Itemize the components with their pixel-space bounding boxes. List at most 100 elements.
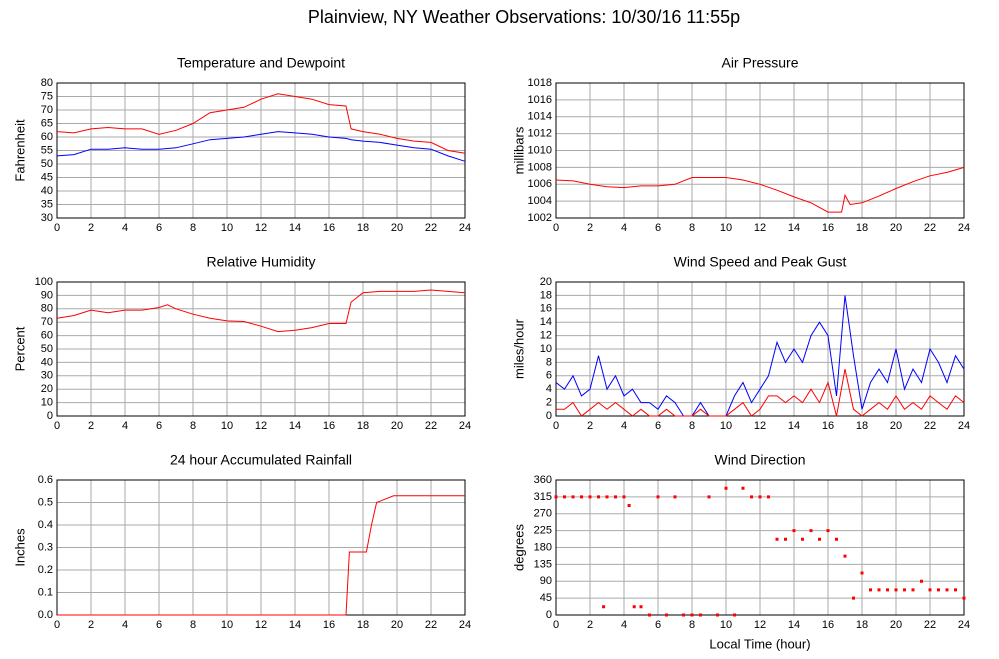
data-line bbox=[57, 495, 465, 616]
y-tick-label: 65 bbox=[41, 117, 53, 129]
y-tick-label: 80 bbox=[41, 303, 53, 315]
x-tick-label: 6 bbox=[655, 619, 661, 631]
x-tick-label: 6 bbox=[156, 420, 162, 432]
x-tick-label: 18 bbox=[856, 222, 868, 234]
y-tick-label: 1002 bbox=[528, 212, 552, 224]
y-tick-label: 40 bbox=[41, 356, 53, 368]
chart-title: Wind Speed and Peak Gust bbox=[674, 254, 847, 270]
x-tick-label: 22 bbox=[924, 222, 936, 234]
data-line bbox=[56, 289, 466, 333]
data-point bbox=[571, 495, 575, 499]
y-tick-label: 0.5 bbox=[38, 496, 53, 508]
x-axis-label: Local Time (hour) bbox=[709, 636, 810, 651]
y-tick-label: 60 bbox=[41, 131, 53, 143]
chart-title: Wind Direction bbox=[714, 452, 805, 468]
x-tick-label: 24 bbox=[958, 619, 970, 631]
x-tick-label: 16 bbox=[822, 222, 834, 234]
x-tick-label: 14 bbox=[289, 420, 301, 432]
data-point bbox=[741, 486, 745, 490]
x-tick-label: 22 bbox=[425, 420, 437, 432]
data-point bbox=[928, 588, 932, 592]
y-tick-label: 6 bbox=[546, 370, 552, 382]
x-tick-label: 0 bbox=[553, 222, 559, 234]
y-tick-label: 45 bbox=[41, 171, 53, 183]
x-tick-label: 20 bbox=[890, 420, 902, 432]
x-tick-label: 8 bbox=[689, 619, 695, 631]
x-tick-label: 6 bbox=[655, 222, 661, 234]
y-tick-label: 30 bbox=[41, 212, 53, 224]
x-tick-label: 12 bbox=[255, 619, 267, 631]
data-point bbox=[869, 588, 872, 592]
chart-title: Air Pressure bbox=[721, 55, 798, 71]
y-tick-label: 315 bbox=[534, 491, 552, 503]
y-tick-label: 1008 bbox=[528, 161, 552, 173]
data-point bbox=[639, 605, 643, 609]
y-tick-label: 1004 bbox=[528, 195, 552, 207]
data-line bbox=[56, 93, 466, 154]
x-tick-label: 8 bbox=[190, 619, 196, 631]
x-tick-label: 24 bbox=[958, 222, 970, 234]
y-tick-label: 20 bbox=[540, 276, 552, 288]
data-point bbox=[886, 588, 889, 592]
y-tick-label: 0 bbox=[546, 609, 552, 621]
y-tick-label: 45 bbox=[540, 592, 552, 604]
y-tick-label: 1012 bbox=[528, 128, 552, 140]
plot-frame bbox=[555, 479, 965, 616]
data-point bbox=[563, 495, 566, 499]
data-line bbox=[555, 166, 965, 213]
x-tick-label: 0 bbox=[553, 619, 559, 631]
data-point bbox=[801, 537, 804, 541]
y-tick-label: 16 bbox=[540, 303, 552, 315]
y-tick-label: 225 bbox=[534, 525, 552, 537]
y-tick-label: 14 bbox=[540, 316, 552, 328]
x-tick-label: 0 bbox=[54, 420, 60, 432]
y-axis-label: Fahrenheit bbox=[12, 119, 27, 182]
x-tick-label: 8 bbox=[689, 420, 695, 432]
y-tick-label: 60 bbox=[41, 330, 53, 342]
chart-title: Temperature and Dewpoint bbox=[177, 55, 345, 71]
x-tick-label: 12 bbox=[754, 420, 766, 432]
x-tick-label: 2 bbox=[587, 222, 593, 234]
plot-frame bbox=[555, 82, 965, 219]
data-point bbox=[835, 537, 838, 541]
y-axis-label: miles/hour bbox=[511, 318, 526, 379]
y-tick-label: 2 bbox=[546, 397, 552, 409]
y-tick-label: 20 bbox=[41, 383, 53, 395]
data-point bbox=[733, 613, 736, 617]
y-axis-label: Percent bbox=[12, 326, 27, 371]
y-tick-label: 135 bbox=[534, 558, 552, 570]
data-point bbox=[699, 613, 702, 617]
y-tick-label: 0.0 bbox=[38, 609, 53, 621]
x-tick-label: 2 bbox=[587, 420, 593, 432]
x-tick-label: 12 bbox=[255, 420, 267, 432]
y-tick-label: 90 bbox=[540, 575, 552, 587]
x-tick-label: 0 bbox=[54, 222, 60, 234]
x-tick-label: 8 bbox=[190, 420, 196, 432]
x-tick-label: 20 bbox=[890, 619, 902, 631]
y-tick-label: 1018 bbox=[528, 77, 552, 89]
x-tick-label: 10 bbox=[720, 619, 732, 631]
y-tick-label: 100 bbox=[35, 276, 53, 288]
x-tick-label: 20 bbox=[391, 619, 403, 631]
x-tick-label: 2 bbox=[88, 619, 94, 631]
y-tick-label: 90 bbox=[41, 289, 53, 301]
data-point bbox=[716, 613, 719, 617]
y-tick-label: 270 bbox=[534, 508, 552, 520]
x-tick-label: 24 bbox=[459, 222, 471, 234]
x-tick-label: 14 bbox=[289, 222, 301, 234]
data-point bbox=[665, 613, 668, 617]
x-tick-label: 10 bbox=[720, 222, 732, 234]
x-tick-label: 10 bbox=[221, 619, 233, 631]
y-tick-label: 0.2 bbox=[38, 564, 53, 576]
x-tick-label: 24 bbox=[459, 619, 471, 631]
x-tick-label: 16 bbox=[822, 420, 834, 432]
data-point bbox=[707, 495, 711, 499]
data-line bbox=[56, 131, 466, 162]
data-point bbox=[826, 529, 830, 533]
data-point bbox=[758, 495, 762, 499]
y-tick-label: 0.3 bbox=[38, 541, 53, 553]
x-tick-label: 22 bbox=[425, 619, 437, 631]
y-tick-label: 50 bbox=[41, 158, 53, 170]
y-tick-label: 35 bbox=[41, 198, 53, 210]
